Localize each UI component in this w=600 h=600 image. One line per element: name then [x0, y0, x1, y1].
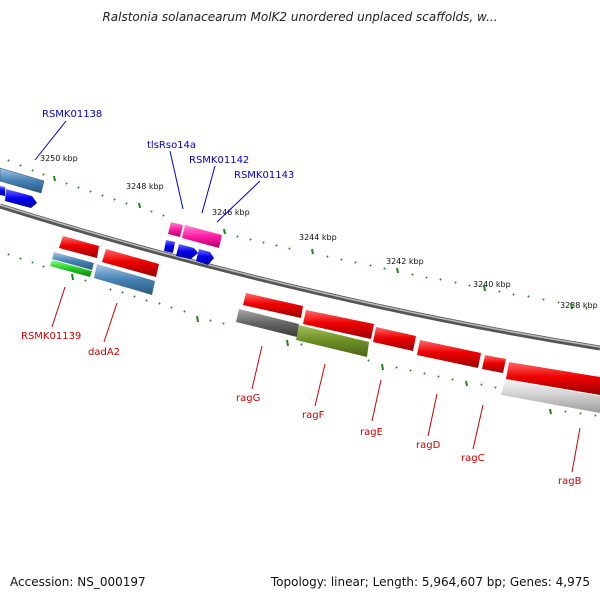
- gene-label-tlsrso14a[interactable]: tlsRso14a: [147, 140, 196, 151]
- feature-red-g[interactable]: [482, 355, 506, 373]
- feature-tlsrso14a[interactable]: [168, 222, 183, 237]
- gene-label-rsmk01142[interactable]: RSMK01142: [189, 155, 249, 166]
- genome-backbone: [0, 203, 600, 351]
- feature-ragb[interactable]: [501, 380, 600, 413]
- feature-red-c[interactable]: [243, 293, 303, 318]
- label-leaders-bottom: [51, 286, 581, 473]
- topology-summary: Topology: linear; Length: 5,964,607 bp; …: [270, 575, 590, 589]
- gene-label-rsmk01138[interactable]: RSMK01138: [42, 109, 102, 120]
- map-title: Ralstonia solanacearum MolK2 unordered u…: [102, 10, 498, 24]
- gene-label-rsmk01139[interactable]: RSMK01139: [21, 331, 81, 342]
- scale-label-3246: 3246 kbp: [212, 208, 250, 217]
- gene-label-rsmk01143[interactable]: RSMK01143: [234, 170, 294, 181]
- feature-red-b[interactable]: [102, 249, 159, 277]
- scale-label-3240: 3240 kbp: [473, 280, 511, 289]
- feature-blue-arrow-a[interactable]: [164, 240, 175, 253]
- scale-label-3248: 3248 kbp: [126, 182, 164, 191]
- feature-ragf[interactable]: [296, 325, 369, 357]
- feature-rsmk01139[interactable]: [50, 252, 94, 277]
- feature-red-f[interactable]: [417, 340, 481, 368]
- feature-blue-arrow-b[interactable]: [176, 244, 198, 259]
- feature-red-a[interactable]: [59, 236, 99, 258]
- scale-ticks-bottom: [7, 253, 597, 417]
- gene-label-ragd[interactable]: ragD: [416, 440, 441, 451]
- feature-rsmk01138[interactable]: [0, 167, 45, 194]
- feature-rsmk01143[interactable]: [196, 249, 214, 265]
- scale-ticks-top: [7, 159, 588, 310]
- feature-red-e[interactable]: [373, 327, 416, 351]
- scale-label-3238: 3238 kbp: [560, 301, 598, 310]
- feature-dada2[interactable]: [94, 264, 155, 295]
- gene-label-dada2[interactable]: dadA2: [88, 347, 120, 358]
- feature-red-h[interactable]: [506, 362, 600, 395]
- feature-raggg[interactable]: [236, 309, 299, 337]
- feature-blue-arrow-left[interactable]: [0, 186, 37, 208]
- feature-red-d[interactable]: [303, 310, 374, 339]
- gene-label-ragg[interactable]: ragG: [236, 393, 260, 404]
- gene-label-ragc[interactable]: ragC: [461, 453, 485, 464]
- scale-label-3244: 3244 kbp: [299, 233, 337, 242]
- feature-rsmk01142[interactable]: [182, 225, 222, 248]
- accession-label: Accession: NS_000197: [10, 575, 146, 589]
- gene-label-rage[interactable]: ragE: [360, 427, 383, 438]
- gene-label-ragf[interactable]: ragF: [302, 410, 325, 421]
- label-leaders-top: [34, 120, 261, 223]
- scale-label-3242: 3242 kbp: [386, 257, 424, 266]
- gene-label-ragb[interactable]: ragB: [558, 476, 582, 487]
- scale-label-3250: 3250 kbp: [40, 154, 78, 163]
